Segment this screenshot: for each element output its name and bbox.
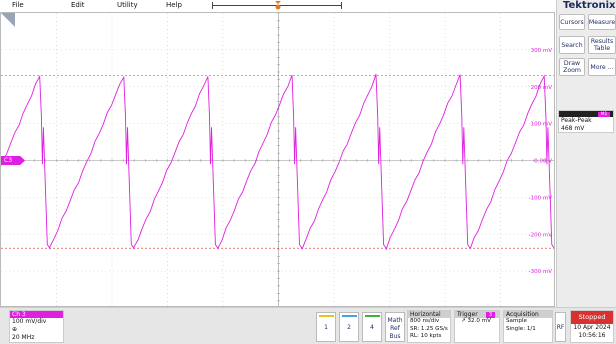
voltage-label: 100 mV	[531, 122, 553, 128]
channel-3-scale: 100 mV/div	[12, 318, 47, 325]
voltage-label: -300 mV	[529, 269, 553, 275]
horizontal-scale: 800 ns/div	[410, 318, 440, 324]
measurement-value: 468 mV	[561, 125, 585, 132]
channel-1-button[interactable]: 1	[316, 312, 336, 342]
measurement-badge[interactable]: M1 Peak-Peak 468 mV	[558, 110, 614, 133]
acquisition-title: Acquisition	[504, 311, 552, 318]
sample-rate: SR: 1.25 GS/s	[410, 325, 448, 332]
settings-bar: Ch 3 100 mV/div ⊕ 20 MHz 1 2 4 Math Ref …	[0, 307, 616, 344]
channel-3-offset-marker[interactable]: C3	[1, 156, 25, 165]
voltage-label: -100 mV	[529, 195, 553, 201]
status-time: 10:56:16	[578, 332, 606, 339]
voltage-label: -200 mV	[529, 232, 553, 238]
acquisition-count: Single: 1/1	[506, 325, 536, 332]
channel-3-bandwidth: 20 MHz	[12, 334, 35, 341]
math-ref-bus-button[interactable]: Math Ref Bus	[385, 312, 405, 342]
cursors-button[interactable]: Cursors	[559, 14, 585, 30]
measure-button[interactable]: Measure	[588, 14, 616, 30]
waveform-trace	[1, 74, 554, 250]
record-length: RL: 10 kpts	[410, 333, 442, 339]
voltage-label: 200 mV	[531, 85, 553, 91]
rf-button[interactable]: RF	[555, 312, 566, 342]
channel-3-badge[interactable]: Ch 3 100 mV/div ⊕ 20 MHz	[9, 310, 64, 343]
search-button[interactable]: Search	[559, 36, 585, 54]
channel-2-button[interactable]: 2	[339, 312, 359, 342]
run-state: Stopped	[571, 311, 613, 324]
acquisition-mode: Sample	[506, 318, 527, 324]
channel-3-coupling: ⊕	[12, 326, 18, 333]
menu-file[interactable]: File	[12, 1, 24, 9]
more-button[interactable]: More ...	[588, 58, 616, 76]
results-table-button[interactable]: Results Table	[588, 36, 616, 54]
waveform-display[interactable]: 300 mV 200 mV 100 mV 0.00 V -100 mV -200 mV -3…	[0, 12, 555, 307]
run-stop-status[interactable]: Stopped 10 Apr 2024 10:56:16	[570, 310, 614, 343]
waveform-graticule: 300 mV 200 mV 100 mV 0.00 V -100 mV -200 mV -3…	[1, 13, 554, 306]
trigger-source: 3	[486, 311, 495, 318]
menu-help[interactable]: Help	[166, 1, 182, 9]
right-panel: Tektronix Cursors Measure Search Results…	[556, 0, 616, 307]
status-date: 10 Apr 2024	[573, 324, 611, 331]
trigger-title: Trigger	[457, 311, 478, 318]
brand-logo: Tektronix	[563, 0, 616, 11]
horizontal-badge[interactable]: Horizontal 800 ns/div SR: 1.25 GS/s RL: …	[407, 310, 451, 343]
measurement-label: Peak-Peak	[561, 117, 592, 124]
menu-bar: File Edit Utility Help	[0, 0, 555, 12]
menu-edit[interactable]: Edit	[71, 1, 85, 9]
horizontal-title: Horizontal	[408, 311, 450, 318]
channel-4-button[interactable]: 4	[362, 312, 382, 342]
channel-3-title: Ch 3	[10, 311, 63, 318]
trigger-position-icon[interactable]	[274, 0, 282, 12]
menu-utility[interactable]: Utility	[117, 1, 138, 9]
acquisition-badge[interactable]: Acquisition Sample Single: 1/1	[503, 310, 553, 343]
measurement-id: M1	[598, 111, 610, 117]
trigger-level: 32.0 mV	[467, 318, 491, 324]
draw-zoom-button[interactable]: Draw Zoom	[559, 58, 585, 76]
voltage-label: 300 mV	[531, 48, 553, 54]
rising-edge-icon: ↗	[461, 318, 466, 324]
zoom-corner-icon[interactable]	[1, 13, 15, 27]
voltage-label: 0.00 V	[534, 159, 552, 165]
trigger-badge[interactable]: Trigger 3 ↗ 32.0 mV	[454, 310, 500, 343]
